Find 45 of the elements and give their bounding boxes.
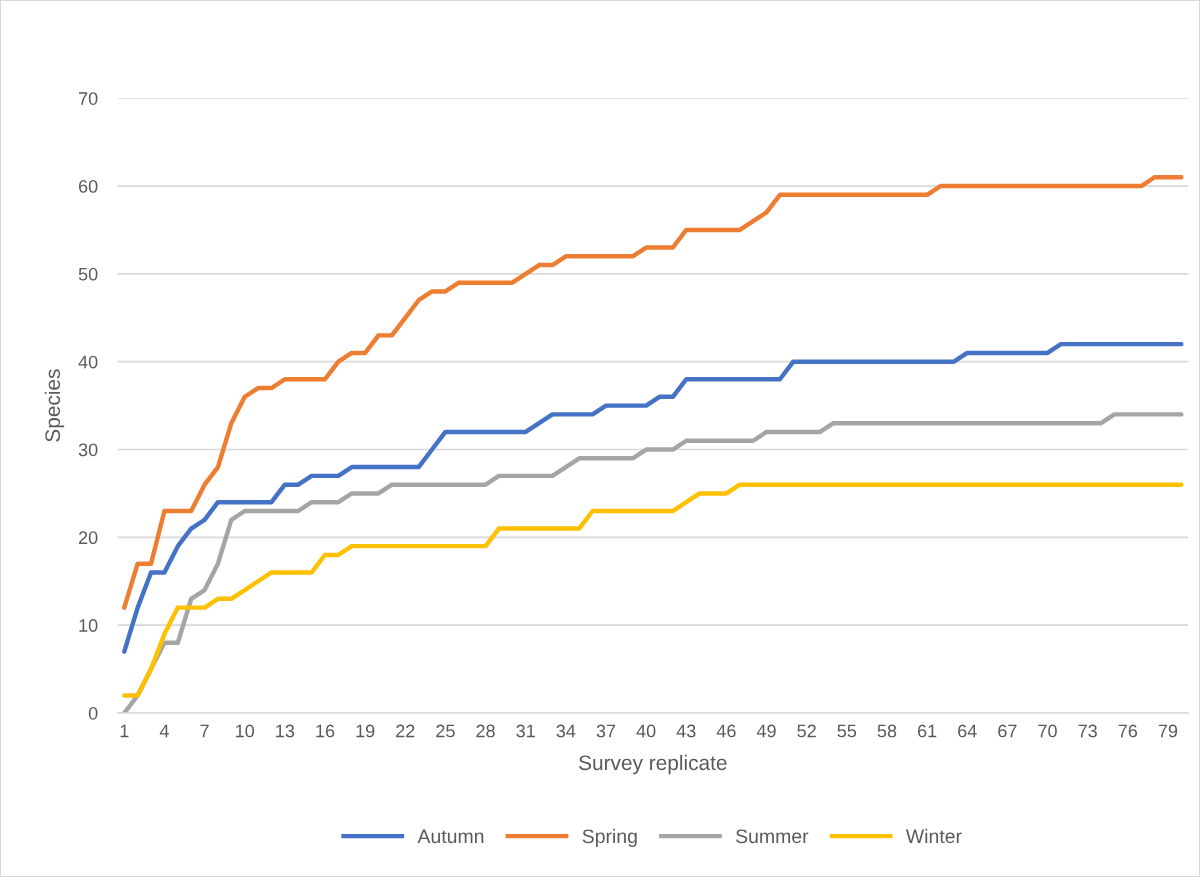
line-series bbox=[122, 175, 1184, 610]
x-tick-label: 34 bbox=[556, 724, 576, 738]
x-tick-label: 19 bbox=[356, 724, 375, 738]
x-tick-label: 7 bbox=[200, 724, 209, 738]
x-tick-label: 49 bbox=[756, 724, 776, 738]
legend-label: Autumn bbox=[417, 829, 484, 844]
x-tick-label: 28 bbox=[476, 724, 495, 738]
x-tick-label: 1 bbox=[120, 724, 129, 738]
y-axis-title: Species bbox=[44, 369, 65, 442]
y-tick-label: 0 bbox=[88, 706, 98, 720]
line-series bbox=[122, 341, 1184, 654]
x-tick-label: 70 bbox=[1038, 724, 1057, 738]
y-tick-label: 50 bbox=[78, 267, 98, 281]
x-tick-label: 58 bbox=[877, 724, 897, 738]
x-tick-label: 64 bbox=[958, 724, 977, 738]
x-tick-label: 73 bbox=[1078, 724, 1097, 738]
x-tick-label: 37 bbox=[596, 724, 616, 738]
x-tick-label: 13 bbox=[276, 724, 295, 738]
x-tick-label: 79 bbox=[1158, 724, 1178, 738]
line-series bbox=[122, 482, 1184, 698]
legend-label: Spring bbox=[582, 828, 637, 847]
x-tick-label: 43 bbox=[676, 724, 696, 738]
x-axis-title: Survey replicate bbox=[579, 754, 727, 775]
x-tick-label: 22 bbox=[396, 724, 415, 738]
x-tick-label: 4 bbox=[159, 724, 169, 738]
line-series bbox=[122, 412, 1184, 713]
y-tick-label: 10 bbox=[79, 619, 98, 632]
x-tick-label: 16 bbox=[316, 724, 335, 738]
y-tick-label: 40 bbox=[78, 355, 98, 369]
x-tick-label: 52 bbox=[797, 724, 816, 738]
x-tick-label: 40 bbox=[636, 724, 656, 738]
x-tick-label: 25 bbox=[436, 724, 455, 738]
y-tick-label: 70 bbox=[79, 92, 98, 105]
x-tick-label: 31 bbox=[516, 724, 535, 738]
x-tick-label: 76 bbox=[1118, 724, 1138, 738]
legend-label: Summer bbox=[736, 829, 809, 844]
x-tick-label: 67 bbox=[998, 724, 1017, 738]
x-tick-label: 10 bbox=[236, 724, 255, 738]
x-tick-label: 46 bbox=[716, 724, 736, 738]
legend-label: Winter bbox=[905, 828, 962, 844]
y-tick-label: 20 bbox=[78, 531, 98, 545]
y-tick-label: 60 bbox=[78, 179, 98, 193]
x-tick-label: 61 bbox=[917, 724, 937, 738]
y-tick-label: 30 bbox=[78, 443, 98, 457]
x-tick-label: 55 bbox=[837, 724, 857, 738]
